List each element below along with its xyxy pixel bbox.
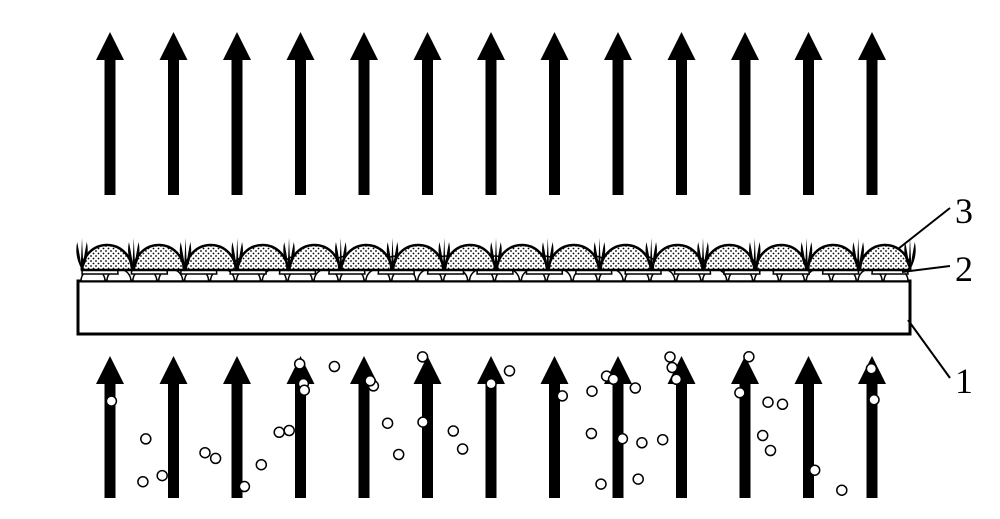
schematic-diagram: 3 2 1 [0,0,1000,514]
diagram-svg [0,0,1000,514]
label-2: 2 [955,248,973,290]
arrows-top [96,32,886,195]
arrows-bottom [96,356,886,498]
label-1: 1 [955,360,973,402]
label-3: 3 [955,190,973,232]
substrate-layer [78,281,910,334]
